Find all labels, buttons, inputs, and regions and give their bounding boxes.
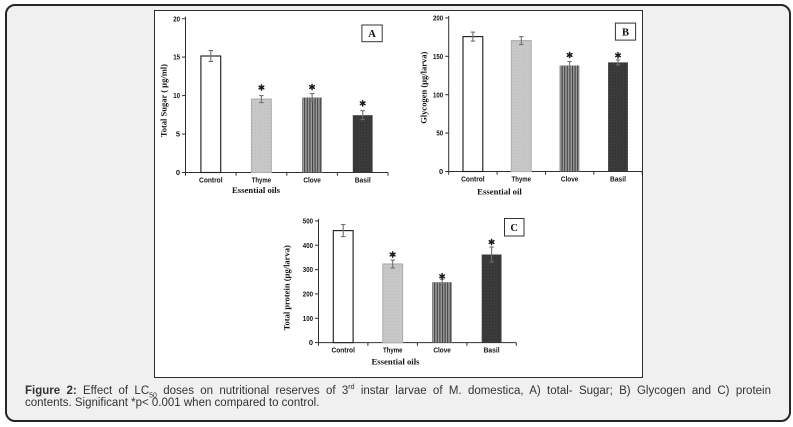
svg-text:Basil: Basil	[355, 178, 371, 185]
svg-text:200: 200	[433, 14, 443, 23]
svg-text:Essential oils: Essential oils	[371, 356, 420, 366]
svg-text:Total protein (µg/larva): Total protein (µg/larva)	[282, 245, 292, 330]
svg-text:Control: Control	[461, 177, 485, 184]
svg-text:200: 200	[303, 290, 313, 299]
svg-text:Glycogen (µg/larva): Glycogen (µg/larva)	[418, 51, 428, 123]
svg-text:Thyme: Thyme	[252, 178, 272, 185]
svg-text:400: 400	[303, 241, 313, 250]
svg-text:Essential oils: Essential oils	[232, 185, 281, 195]
svg-text:20: 20	[173, 14, 180, 23]
svg-text:Control: Control	[331, 348, 355, 355]
svg-text:Basil: Basil	[484, 348, 500, 355]
svg-text:Essential oil: Essential oil	[477, 186, 522, 196]
svg-text:Basil: Basil	[610, 177, 626, 184]
svg-text:Clove: Clove	[561, 177, 579, 184]
svg-text:10: 10	[173, 91, 180, 100]
svg-text:A: A	[368, 29, 376, 40]
svg-text:50: 50	[436, 129, 443, 138]
svg-text:Clove: Clove	[433, 348, 451, 355]
svg-text:Clove: Clove	[303, 178, 321, 185]
svg-text:0: 0	[176, 168, 180, 177]
svg-text:Thyme: Thyme	[383, 348, 403, 355]
svg-text:Total Sugar ( µg/ml): Total Sugar ( µg/ml)	[159, 64, 169, 137]
svg-text:Control: Control	[199, 178, 223, 185]
svg-text:500: 500	[303, 217, 313, 226]
svg-text:100: 100	[303, 314, 313, 323]
svg-text:0: 0	[439, 167, 443, 176]
svg-text:300: 300	[303, 265, 313, 274]
svg-text:15: 15	[173, 53, 180, 62]
svg-text:150: 150	[433, 52, 443, 61]
svg-text:0: 0	[309, 338, 313, 347]
svg-text:Thyme: Thyme	[512, 177, 532, 184]
svg-text:C: C	[510, 223, 518, 234]
svg-text:5: 5	[176, 130, 180, 139]
svg-text:100: 100	[433, 90, 443, 99]
svg-text:B: B	[622, 27, 629, 38]
